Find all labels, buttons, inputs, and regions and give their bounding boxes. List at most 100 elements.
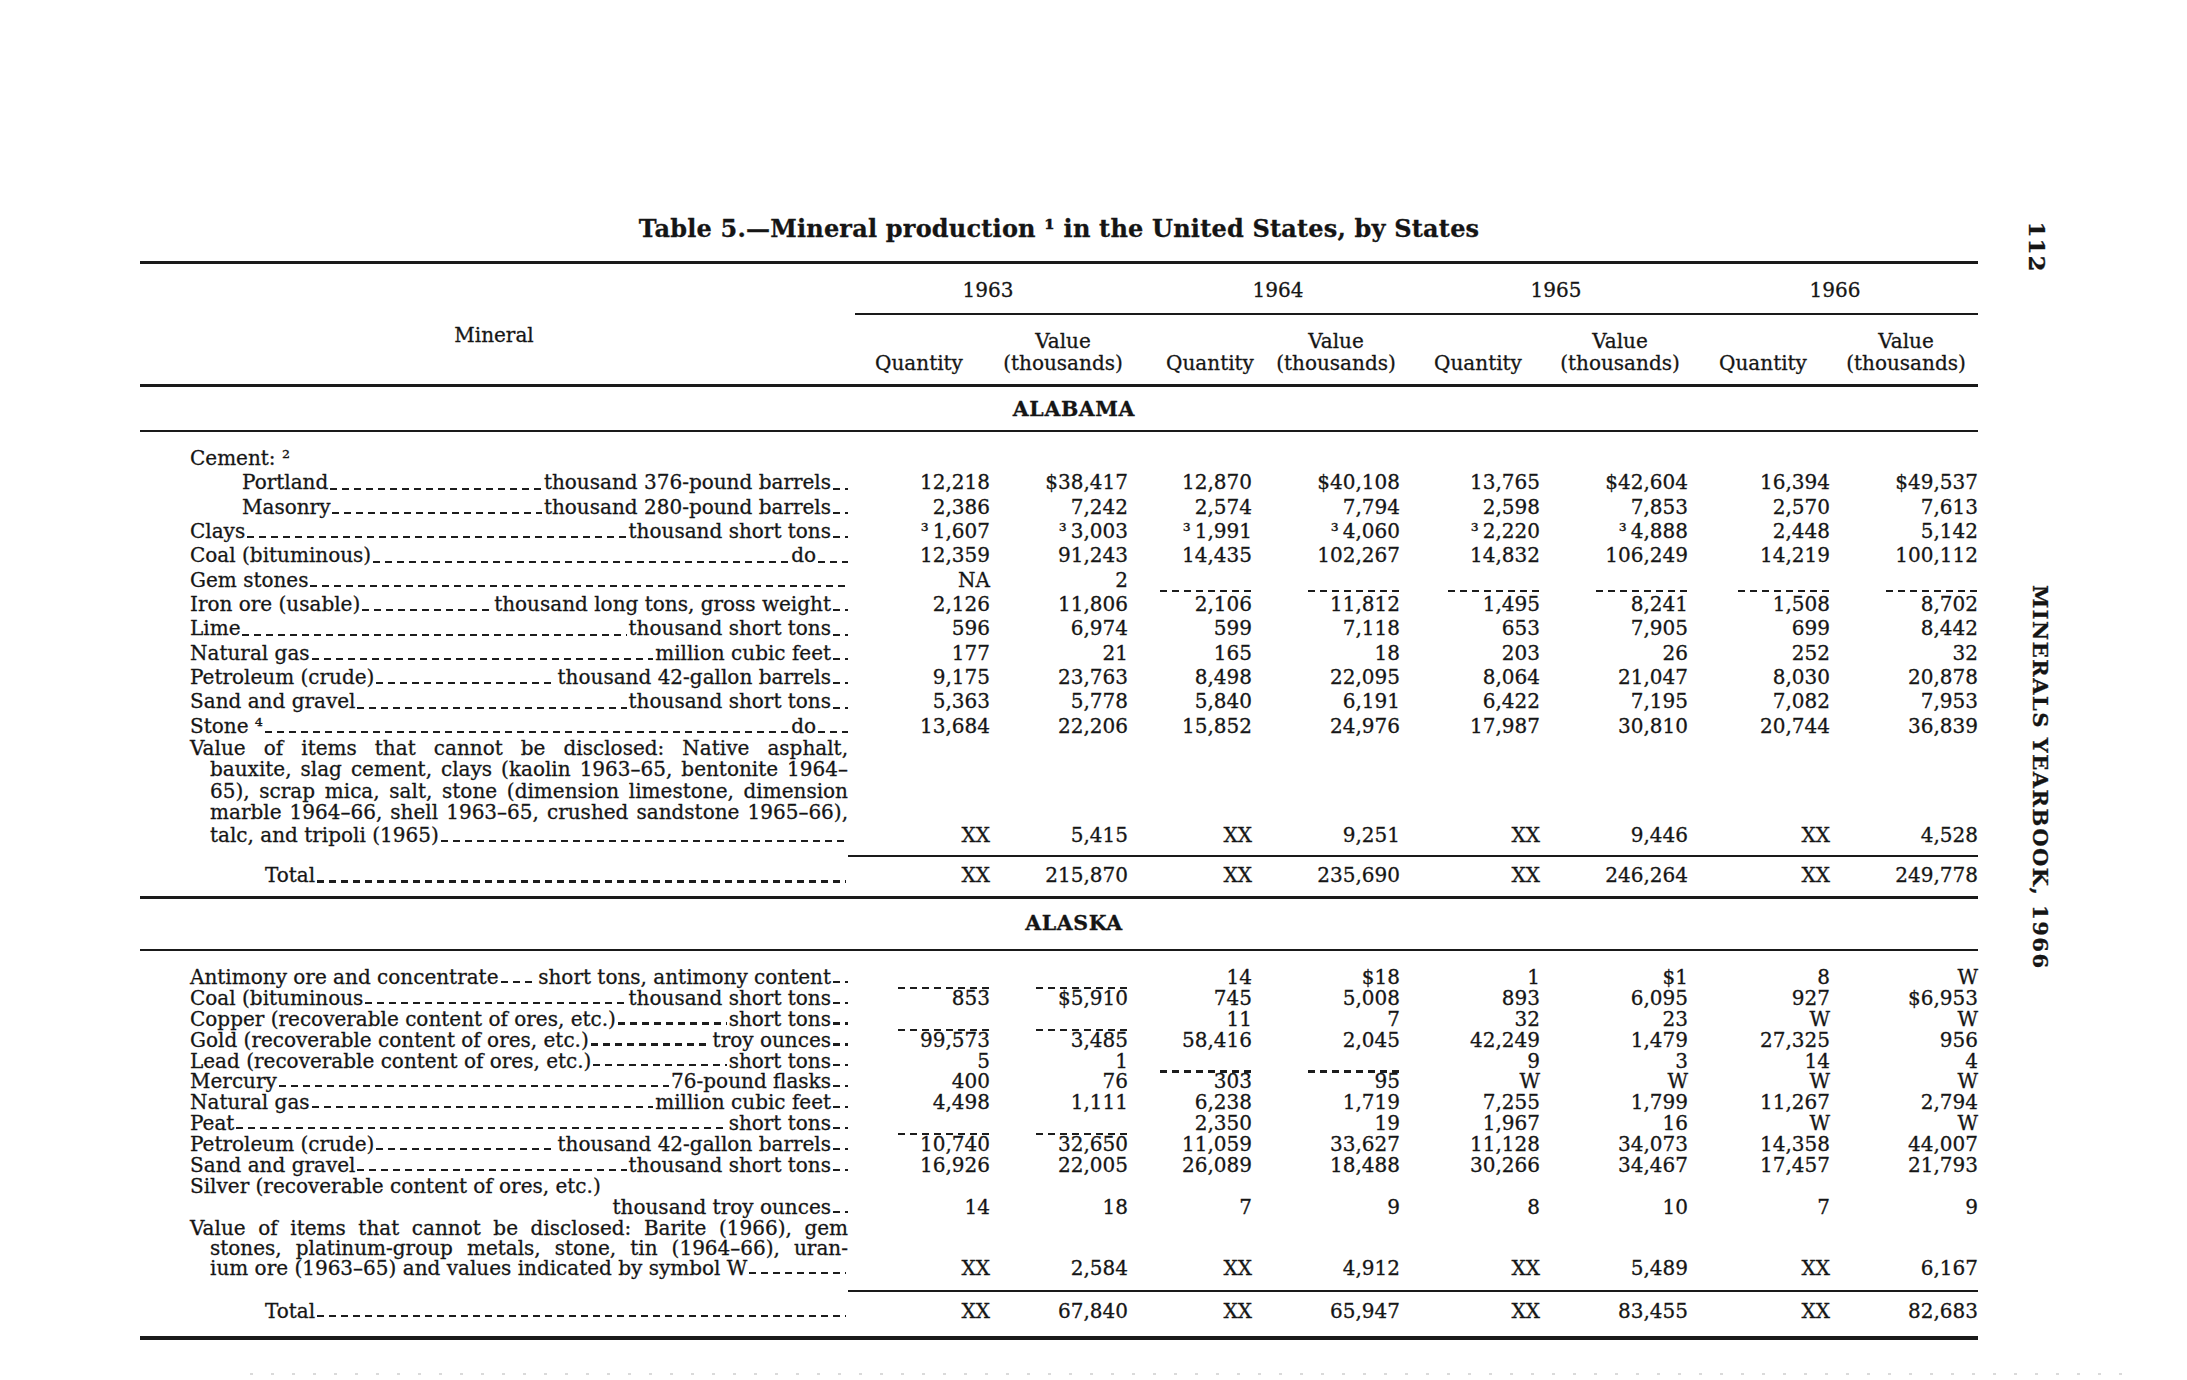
row-label: Gem stones xyxy=(190,568,308,592)
section-header-alaska: ALASKA xyxy=(155,911,1993,935)
value-cell: 33,627 xyxy=(1252,1134,1400,1155)
value-cell: 26,089 xyxy=(1128,1155,1252,1176)
value-cell: 1,479 xyxy=(1540,1030,1688,1051)
value-cell: 32,650 xyxy=(990,1134,1128,1155)
dotted-leader xyxy=(192,1211,611,1213)
value-cell: XX xyxy=(1128,1301,1252,1322)
cell-value: 7,082 xyxy=(1773,689,1830,713)
row-label: Total xyxy=(190,1301,315,1322)
value-cell: XX xyxy=(1400,1258,1540,1279)
row-stub: Natural gasmillion cubic feet xyxy=(140,641,848,665)
cell-value: 1,508 xyxy=(1773,592,1830,616)
value-cell: 21,793 xyxy=(1830,1155,1978,1176)
value-cell: 8,498 xyxy=(1128,665,1252,689)
value-cell: 12,359 xyxy=(848,543,990,567)
row-label: Clays xyxy=(190,519,245,543)
horizontal-rule xyxy=(140,1336,1978,1340)
cell-value: XX xyxy=(1802,1256,1830,1280)
value-cell xyxy=(990,967,1128,988)
value-cell: 32 xyxy=(1830,641,1978,665)
cell-value: 83,455 xyxy=(1618,1299,1688,1323)
value-cell: 23,763 xyxy=(990,665,1128,689)
table-row: Natural gasmillion cubic feet17721165182… xyxy=(140,641,1978,665)
row-unit: short tons, antimony content xyxy=(538,967,831,988)
value-cell: 203 xyxy=(1400,641,1540,665)
value-cell: 11,806 xyxy=(990,592,1128,616)
value-cell: 3,485 xyxy=(990,1030,1128,1051)
cell-value: 15,852 xyxy=(1182,714,1252,738)
paragraph-line: marble 1964–66, shell 1963–65, crushed s… xyxy=(190,802,848,823)
cell-value: 36,839 xyxy=(1908,714,1978,738)
value-cell: 4,912 xyxy=(1252,1258,1400,1279)
row-stub: Portlandthousand 376-pound barrels xyxy=(140,470,848,494)
row-unit: thousand long tons, gross weight xyxy=(494,592,831,616)
cell-value: 18 xyxy=(1375,641,1400,665)
dotted-leader xyxy=(236,1127,726,1129)
cell-value: 7,953 xyxy=(1921,689,1978,713)
value-cell: 14,832 xyxy=(1400,543,1540,567)
value-cell xyxy=(1252,1051,1400,1072)
value-cell: 215,870 xyxy=(990,863,1128,887)
table-row: Iron ore (usable)thousand long tons, gro… xyxy=(140,592,1978,616)
horizontal-rule xyxy=(855,313,1978,315)
cell-value: XX xyxy=(1802,1299,1830,1323)
value-cell: 1 xyxy=(990,1051,1128,1072)
table-row: ium ore (1963–65) and values indicated b… xyxy=(140,1258,1978,1279)
cell-value: 9,446 xyxy=(1631,823,1688,847)
value-header-line1: Value xyxy=(994,330,1132,352)
value-cell: 400 xyxy=(848,1071,990,1092)
cell-value: 8,702 xyxy=(1921,592,1978,616)
cell-value: 2,598 xyxy=(1483,495,1540,519)
value-cell: 34,073 xyxy=(1540,1134,1688,1155)
row-stub: Limethousand short tons xyxy=(140,616,848,640)
value-cell: 1,508 xyxy=(1688,592,1830,616)
value-cell: 653 xyxy=(1400,616,1540,640)
value-cell: 1 xyxy=(1400,967,1540,988)
scanned-page: Table 5.—Mineral production ¹ in the Uni… xyxy=(0,0,2187,1380)
row-stub: Masonrythousand 280-pound barrels xyxy=(140,495,848,519)
row-stub: Sand and gravelthousand short tons xyxy=(140,1155,848,1176)
value-cell: 5,142 xyxy=(1830,519,1978,543)
cell-value: 18 xyxy=(1103,1195,1128,1219)
paragraph-line: Value of items that cannot be disclosed:… xyxy=(190,1218,848,1238)
leader-tail xyxy=(833,634,848,636)
value-cell: XX xyxy=(1688,1258,1830,1279)
value-cell: 20,744 xyxy=(1688,714,1830,738)
value-cell: 11,812 xyxy=(1252,592,1400,616)
value-cell: 1,495 xyxy=(1400,592,1540,616)
cell-value: 14,435 xyxy=(1182,543,1252,567)
value-cell: 6,095 xyxy=(1540,988,1688,1009)
value-cell: ³ 3,003 xyxy=(990,519,1128,543)
value-cell: 7,905 xyxy=(1540,616,1688,640)
row-label: Coal (bituminous xyxy=(190,988,363,1009)
value-cell: W xyxy=(1830,1113,1978,1134)
value-cell: 24,976 xyxy=(1252,714,1400,738)
cell-value: 11,806 xyxy=(1058,592,1128,616)
page-number: 112 xyxy=(2024,217,2050,277)
cell-value: 91,243 xyxy=(1058,543,1128,567)
value-header-line2: (thousands) xyxy=(994,352,1132,374)
value-cell: 246,264 xyxy=(1540,863,1688,887)
value-cell: XX xyxy=(848,1301,990,1322)
cell-value: 252 xyxy=(1792,641,1830,665)
row-unit: thousand 280-pound barrels xyxy=(544,495,831,519)
value-cell: 2,598 xyxy=(1400,495,1540,519)
value-cell: 1,719 xyxy=(1252,1092,1400,1113)
value-cell: 30,266 xyxy=(1400,1155,1540,1176)
value-cell: 2 xyxy=(990,568,1128,592)
cell-value: 6,191 xyxy=(1343,689,1400,713)
cell-value: 596 xyxy=(952,616,990,640)
value-header-1965: Value(thousands) xyxy=(1546,330,1694,374)
row-unit: thousand 376-pound barrels xyxy=(544,470,831,494)
leader-tail xyxy=(833,682,848,684)
value-cell: 14,358 xyxy=(1688,1134,1830,1155)
value-cell xyxy=(848,967,990,988)
value-cell: 927 xyxy=(1688,988,1830,1009)
cell-value: XX xyxy=(1224,863,1252,887)
cell-value: 9,175 xyxy=(933,665,990,689)
row-label: Natural gas xyxy=(190,641,310,665)
value-cell: 1,799 xyxy=(1540,1092,1688,1113)
table-row: Copper (recoverable content of ores, etc… xyxy=(140,1009,1978,1030)
cell-value: 5,840 xyxy=(1195,689,1252,713)
table-row: Portlandthousand 376-pound barrels12,218… xyxy=(140,470,1978,494)
